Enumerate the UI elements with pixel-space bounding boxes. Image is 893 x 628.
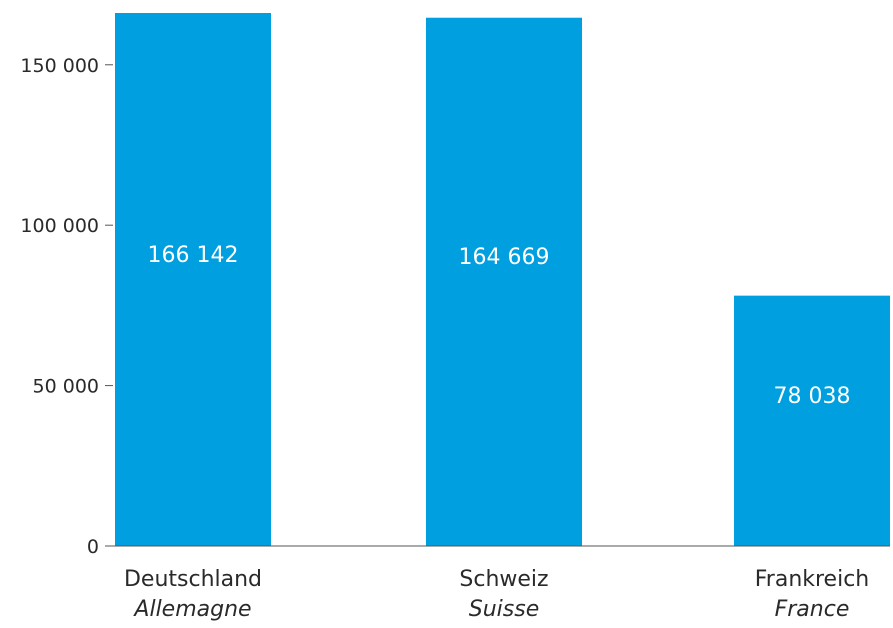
bar-value-label: 166 142 bbox=[148, 243, 239, 268]
x-category-sublabel: Allemagne bbox=[132, 597, 251, 622]
bar-frankreich bbox=[734, 295, 890, 546]
x-category-label: Schweiz bbox=[459, 567, 548, 592]
x-axis-labels: Deutschland Allemagne Schweiz Suisse Frankre… bbox=[124, 567, 869, 622]
y-axis: 0 50 000 100 000 150 000 bbox=[20, 55, 113, 558]
x-category-sublabel: France bbox=[775, 597, 850, 622]
bars: 166 142 164 669 78 038 bbox=[115, 13, 890, 547]
bar-value-label: 164 669 bbox=[459, 245, 550, 270]
bar-value-label: 78 038 bbox=[774, 384, 851, 409]
y-tick-label: 100 000 bbox=[20, 215, 99, 237]
x-category-sublabel: Suisse bbox=[469, 597, 539, 622]
y-tick-label: 50 000 bbox=[33, 376, 99, 398]
x-category-label: Frankreich bbox=[755, 567, 870, 592]
bar-deutschland bbox=[115, 13, 271, 546]
y-tick-label: 150 000 bbox=[20, 55, 99, 77]
bar-schweiz bbox=[426, 17, 582, 547]
y-tick-label: 0 bbox=[87, 536, 99, 558]
x-category-label: Deutschland bbox=[124, 567, 262, 592]
